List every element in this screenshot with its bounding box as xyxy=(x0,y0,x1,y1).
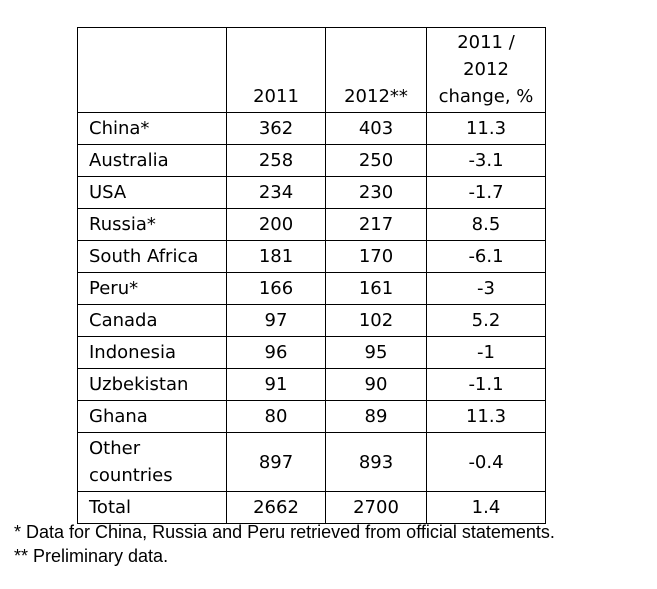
header-change-line-1: 2011 / xyxy=(457,32,515,53)
row-label-line-1: Other xyxy=(89,438,141,459)
row-label: Canada xyxy=(77,304,227,337)
header-change: 2011 / 2012 change, % xyxy=(426,27,546,113)
table-row: Other countries 897 893 -0.4 xyxy=(77,432,546,492)
cell-2012: 2700 xyxy=(325,491,427,524)
row-label: Other countries xyxy=(77,432,227,492)
table-row: Ghana 80 89 11.3 xyxy=(77,400,546,433)
data-table-container: 2011 2012** 2011 / 2012 change, % China* 3… xyxy=(77,27,546,524)
cell-change: -1.1 xyxy=(426,368,546,401)
production-table: 2011 2012** 2011 / 2012 change, % China* 3… xyxy=(77,27,546,524)
cell-change: 11.3 xyxy=(426,112,546,145)
row-label: Russia* xyxy=(77,208,227,241)
header-2012: 2012** xyxy=(325,27,427,113)
table-row: Russia* 200 217 8.5 xyxy=(77,208,546,241)
table-row: USA 234 230 -1.7 xyxy=(77,176,546,209)
cell-change: -1 xyxy=(426,336,546,369)
footnotes: * Data for China, Russia and Peru retrie… xyxy=(14,520,555,568)
table-row: Uzbekistan 91 90 -1.1 xyxy=(77,368,546,401)
cell-2012: 170 xyxy=(325,240,427,273)
cell-change: 11.3 xyxy=(426,400,546,433)
row-label: Peru* xyxy=(77,272,227,305)
cell-change: -6.1 xyxy=(426,240,546,273)
row-label: Indonesia xyxy=(77,336,227,369)
row-label: USA xyxy=(77,176,227,209)
cell-change: 1.4 xyxy=(426,491,546,524)
cell-2012: 893 xyxy=(325,432,427,492)
cell-change: 8.5 xyxy=(426,208,546,241)
header-change-line-2: 2012 xyxy=(463,59,509,80)
cell-change: -1.7 xyxy=(426,176,546,209)
cell-2012: 230 xyxy=(325,176,427,209)
cell-2012: 403 xyxy=(325,112,427,145)
cell-2011: 181 xyxy=(226,240,326,273)
footnote-official: * Data for China, Russia and Peru retrie… xyxy=(14,522,555,542)
cell-2011: 362 xyxy=(226,112,326,145)
header-2011: 2011 xyxy=(226,27,326,113)
header-change-line-3: change, % xyxy=(438,86,534,107)
cell-2011: 91 xyxy=(226,368,326,401)
row-label: Total xyxy=(77,491,227,524)
cell-2012: 95 xyxy=(325,336,427,369)
cell-2011: 258 xyxy=(226,144,326,177)
cell-2011: 200 xyxy=(226,208,326,241)
cell-2012: 161 xyxy=(325,272,427,305)
table-row: Indonesia 96 95 -1 xyxy=(77,336,546,369)
cell-2011: 97 xyxy=(226,304,326,337)
table-row: South Africa 181 170 -6.1 xyxy=(77,240,546,273)
row-label: Uzbekistan xyxy=(77,368,227,401)
cell-change: -3.1 xyxy=(426,144,546,177)
row-label: Australia xyxy=(77,144,227,177)
cell-2011: 2662 xyxy=(226,491,326,524)
cell-2011: 897 xyxy=(226,432,326,492)
table-row: China* 362 403 11.3 xyxy=(77,112,546,145)
cell-2012: 102 xyxy=(325,304,427,337)
cell-2012: 217 xyxy=(325,208,427,241)
cell-change: -0.4 xyxy=(426,432,546,492)
cell-2011: 166 xyxy=(226,272,326,305)
cell-2011: 80 xyxy=(226,400,326,433)
total-row: Total 2662 2700 1.4 xyxy=(77,491,546,524)
cell-change: -3 xyxy=(426,272,546,305)
table-row: Canada 97 102 5.2 xyxy=(77,304,546,337)
cell-2011: 234 xyxy=(226,176,326,209)
cell-2012: 250 xyxy=(325,144,427,177)
footnote-preliminary: ** Preliminary data. xyxy=(14,546,169,566)
cell-2012: 89 xyxy=(325,400,427,433)
table-row: Australia 258 250 -3.1 xyxy=(77,144,546,177)
row-label-line-2: countries xyxy=(89,465,173,486)
header-row: 2011 2012** 2011 / 2012 change, % xyxy=(77,27,546,113)
row-label: China* xyxy=(77,112,227,145)
cell-2011: 96 xyxy=(226,336,326,369)
cell-2012: 90 xyxy=(325,368,427,401)
header-empty xyxy=(77,27,227,113)
cell-change: 5.2 xyxy=(426,304,546,337)
table-row: Peru* 166 161 -3 xyxy=(77,272,546,305)
row-label: South Africa xyxy=(77,240,227,273)
row-label: Ghana xyxy=(77,400,227,433)
